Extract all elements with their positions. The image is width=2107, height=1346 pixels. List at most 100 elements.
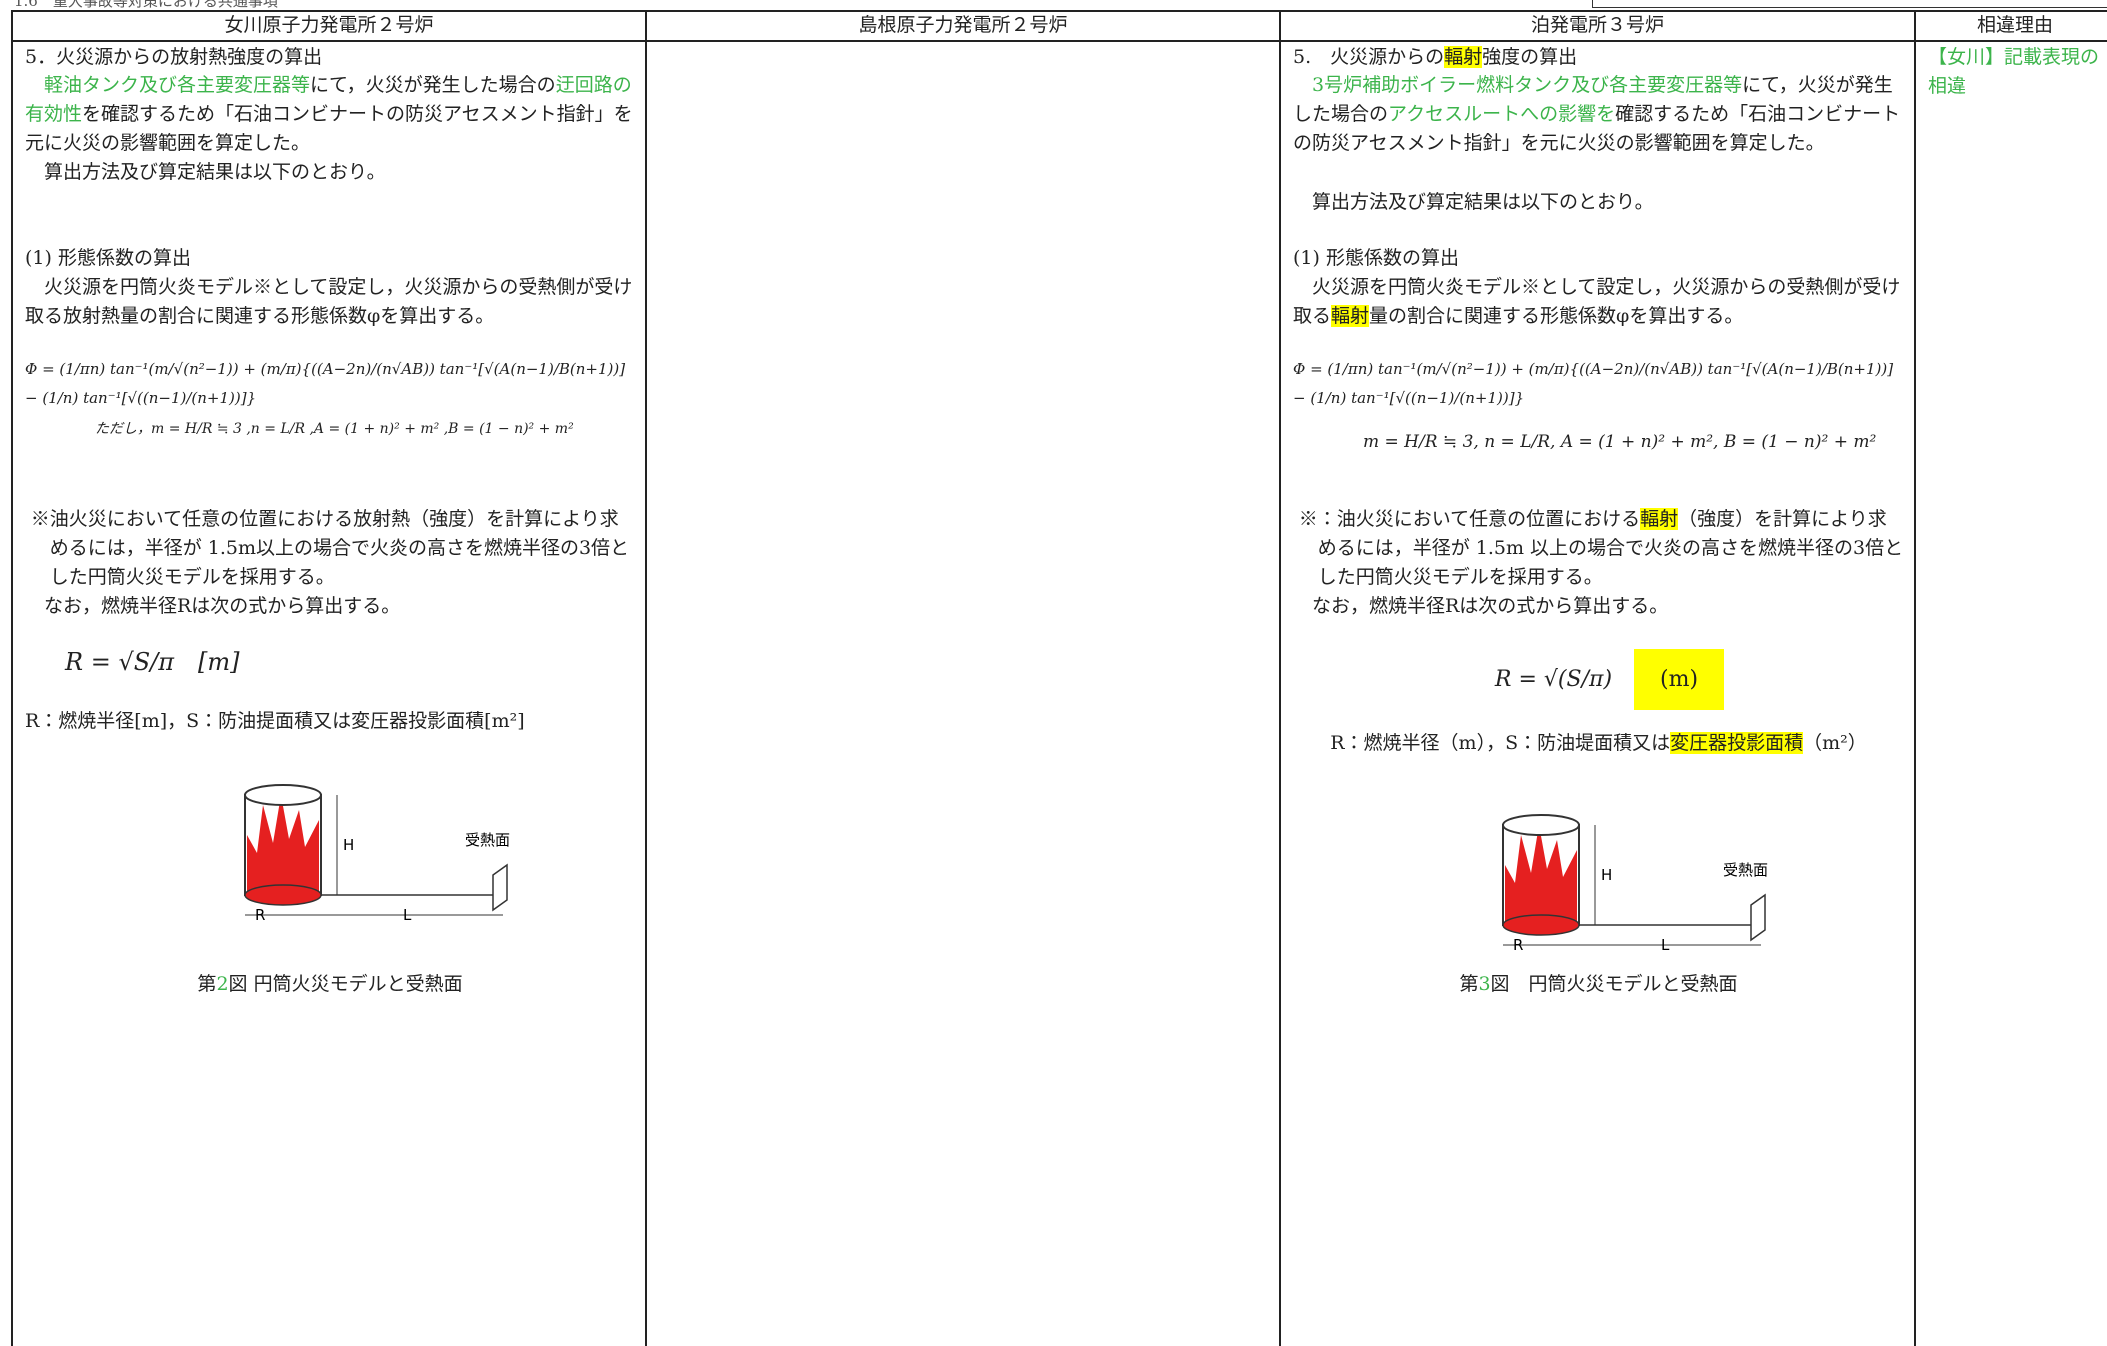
radius-label: R <box>1513 936 1523 954</box>
target-label: 受熱面 <box>1723 861 1768 879</box>
text-segment: （強度）を計算により求めるには，半径が 1.5m 以上の場合で火炎の高さを燃焼半… <box>1317 508 1904 588</box>
text-segment: 軽油タンク及び各主要変圧器等 <box>44 74 311 96</box>
para: 軽油タンク及び各主要変圧器等にて，火災が発生した場合の迂回路の有効性を確認するた… <box>25 71 635 158</box>
figure: H R L 受熱面 <box>25 765 635 944</box>
text-segment: 図 円筒火災モデルと受熱面 <box>1490 973 1738 995</box>
text-segment: 輻射 <box>1444 46 1483 68</box>
text-segment: 3 <box>1478 973 1491 995</box>
text-segment: R = √S/π [m] <box>65 648 240 676</box>
para-plain: 【女川】記載表現の相違 <box>1928 43 2104 101</box>
para-center: R：燃焼半径（m），S：防油堤面積又は変圧器投影面積（m²） <box>1293 729 1904 758</box>
text-segment: アクセスルートへの影響を <box>1388 103 1616 125</box>
text-segment: ただし，m = H/R ≒ 3 ,n = L/R ,A = (1 + n)² +… <box>95 421 574 437</box>
table-top <box>11 10 2107 12</box>
text-segment: Φ = (1/πn) tan⁻¹(m/√(n²−1)) + (m/π){((A−… <box>25 360 626 407</box>
figure: H R L 受熱面 <box>1293 795 1904 974</box>
text-segment: 変圧器投影面積 <box>1670 732 1804 754</box>
formula: Φ = (1/πn) tan⁻¹(m/√(n²−1)) + (m/π){((A−… <box>1293 355 1904 413</box>
cylinder-base <box>1502 914 1580 936</box>
text-segment: 火災源を円筒火炎モデル※として設定し，火災源からの受熱側が受け取る <box>1293 276 1901 327</box>
text-segment: (1) 形態係数の算出 <box>1293 247 1459 269</box>
text-segment: 5．火災源からの放射熱強度の算出 <box>25 46 323 68</box>
column-header: 泊発電所３号炉 <box>1281 11 1914 42</box>
text-segment: ※油火災において任意の位置における放射熱（強度）を計算により求めるには，半径が … <box>30 508 630 588</box>
text-segment: 火災源を円筒火炎モデル※として設定し，火災源からの受熱側が受け取る放射熱量の割合… <box>25 276 633 327</box>
formula-center: R = √(S/π) (m) <box>1293 649 1904 710</box>
text-segment: m = H/R ≒ 3, n = L/R, A = (1 + n)² + m²,… <box>1363 432 1877 452</box>
table-column: 相違理由【女川】記載表現の相違 <box>1914 11 2107 1346</box>
text-segment: Φ = (1/πn) tan⁻¹(m/√(n²−1)) + (m/π){((A−… <box>1293 360 1894 407</box>
text-segment: なお，燃焼半径Rは次の式から算出する。 <box>44 595 401 617</box>
text-segment: R：燃焼半径[m]，S：防油提面積又は変圧器投影面積[m²] <box>25 710 525 732</box>
heading: (1) 形態係数の算出 <box>1293 244 1904 273</box>
radius-label: R <box>255 906 265 924</box>
para: なお，燃焼半径Rは次の式から算出する。 <box>1293 592 1904 621</box>
para: 火災源を円筒火炎モデル※として設定し，火災源からの受熱側が受け取る輻射量の割合に… <box>1293 273 1904 331</box>
formula-small: ただし，m = H/R ≒ 3 ,n = L/R ,A = (1 + n)² +… <box>25 415 635 444</box>
text-segment: なお，燃焼半径Rは次の式から算出する。 <box>1312 595 1669 617</box>
para: 3号炉補助ボイラー燃料タンク及び各主要変圧器等にて，火災が発生した場合のアクセス… <box>1293 71 1904 158</box>
heading: 5．火災源からの放射熱強度の算出 <box>25 43 635 72</box>
target-label: 受熱面 <box>465 831 510 849</box>
text-segment: 量の割合に関連する形態係数φを算出する。 <box>1369 305 1744 327</box>
text-segment: 算出方法及び算定結果は以下のとおり。 <box>1312 191 1654 213</box>
text-segment: R：燃焼半径（m），S：防油堤面積又は <box>1330 732 1671 754</box>
para-plain: R：燃焼半径[m]，S：防油提面積又は変圧器投影面積[m²] <box>25 707 635 736</box>
page-caption: 1.6 重大事故等対策における共通事項 <box>14 0 278 10</box>
cylinder-top <box>244 784 322 806</box>
text-segment: 第 <box>197 973 217 995</box>
column-header: 相違理由 <box>1916 11 2107 42</box>
formula: Φ = (1/πn) tan⁻¹(m/√(n²−1)) + (m/π){((A−… <box>25 355 635 413</box>
fire-model-figure: H R L 受熱面 <box>244 784 510 924</box>
formula-mid: m = H/R ≒ 3, n = L/R, A = (1 + n)² + m²,… <box>1293 428 1904 457</box>
text-segment: 3号炉補助ボイラー燃料タンク及び各主要変圧器等 <box>1312 74 1743 96</box>
receiver <box>492 863 508 912</box>
caption: 第2図 円筒火災モデルと受熱面 <box>25 970 635 999</box>
height-label: H <box>343 836 354 854</box>
cylinder-top <box>1502 814 1580 836</box>
column-header: 島根原子力発電所２号炉 <box>647 11 1279 42</box>
text-segment: 確認するため「石油コンビナートの防災アセスメント指針」を元に火災の影響範囲を算定… <box>1293 103 1901 154</box>
flame <box>1505 825 1577 923</box>
text-segment: 図 円筒火災モデルと受熱面 <box>228 973 463 995</box>
text-segment: R = √(S/π) <box>1494 667 1635 692</box>
text-segment: にて，火災が発生した場合の <box>1293 74 1893 125</box>
table-column: 女川原子力発電所２号炉 5．火災源からの放射熱強度の算出軽油タンク及び各主要変圧器… <box>11 11 645 1346</box>
para: 算出方法及び算定結果は以下のとおり。 <box>25 158 635 187</box>
distance-label: L <box>403 906 412 924</box>
para: 火災源を円筒火炎モデル※として設定し，火災源からの受熱側が受け取る放射熱量の割合… <box>25 273 635 331</box>
formula-left: R = √S/π [m] <box>25 648 635 677</box>
heading: 5. 火災源からの輻射強度の算出 <box>1293 43 1904 72</box>
note: ※油火災において任意の位置における放射熱（強度）を計算により求めるには，半径が … <box>25 505 635 592</box>
text-segment: 2 <box>216 973 229 995</box>
text-segment: 第 <box>1459 973 1479 995</box>
flame <box>247 795 319 893</box>
para: なお，燃焼半径Rは次の式から算出する。 <box>25 592 635 621</box>
text-segment: にて，火災が発生した場合の <box>310 74 556 96</box>
text-segment: ※：油火災において任意の位置における <box>1298 508 1641 530</box>
top-box <box>1592 0 2107 8</box>
text-segment: 強度の算出 <box>1482 46 1578 68</box>
height-label: H <box>1601 866 1612 884</box>
text-segment: 輻射 <box>1331 305 1370 327</box>
text-segment: （m²） <box>1803 732 1867 754</box>
table-column: 島根原子力発電所２号炉 <box>645 11 1279 1346</box>
caption: 第3図 円筒火災モデルと受熱面 <box>1293 970 1904 999</box>
fire-model-figure: H R L 受熱面 <box>1502 814 1768 954</box>
text-segment: 輻射 <box>1640 508 1679 530</box>
text-segment: 5. 火災源からの <box>1293 46 1445 68</box>
text-segment: (1) 形態係数の算出 <box>25 247 191 269</box>
receiver <box>1750 893 1766 942</box>
table-column: 泊発電所３号炉 5. 火災源からの輻射強度の算出 3号炉補助ボイラー燃料タンク及び各… <box>1279 11 1914 1346</box>
para: 算出方法及び算定結果は以下のとおり。 <box>1293 188 1904 217</box>
note: ※：油火災において任意の位置における輻射（強度）を計算により求めるには，半径が … <box>1293 505 1904 592</box>
text-segment: 算出方法及び算定結果は以下のとおり。 <box>44 161 386 183</box>
text-segment: 迂回路の有効性 <box>25 74 632 125</box>
text-segment: (m) <box>1634 649 1725 710</box>
text-segment: を確認するため「石油コンビナートの防災アセスメント指針」を元に火災の影響範囲を算… <box>25 103 633 154</box>
heading: (1) 形態係数の算出 <box>25 244 635 273</box>
text-segment: 【女川】記載表現の相違 <box>1928 46 2100 97</box>
cylinder-base <box>244 884 322 906</box>
column-header: 女川原子力発電所２号炉 <box>13 11 645 42</box>
